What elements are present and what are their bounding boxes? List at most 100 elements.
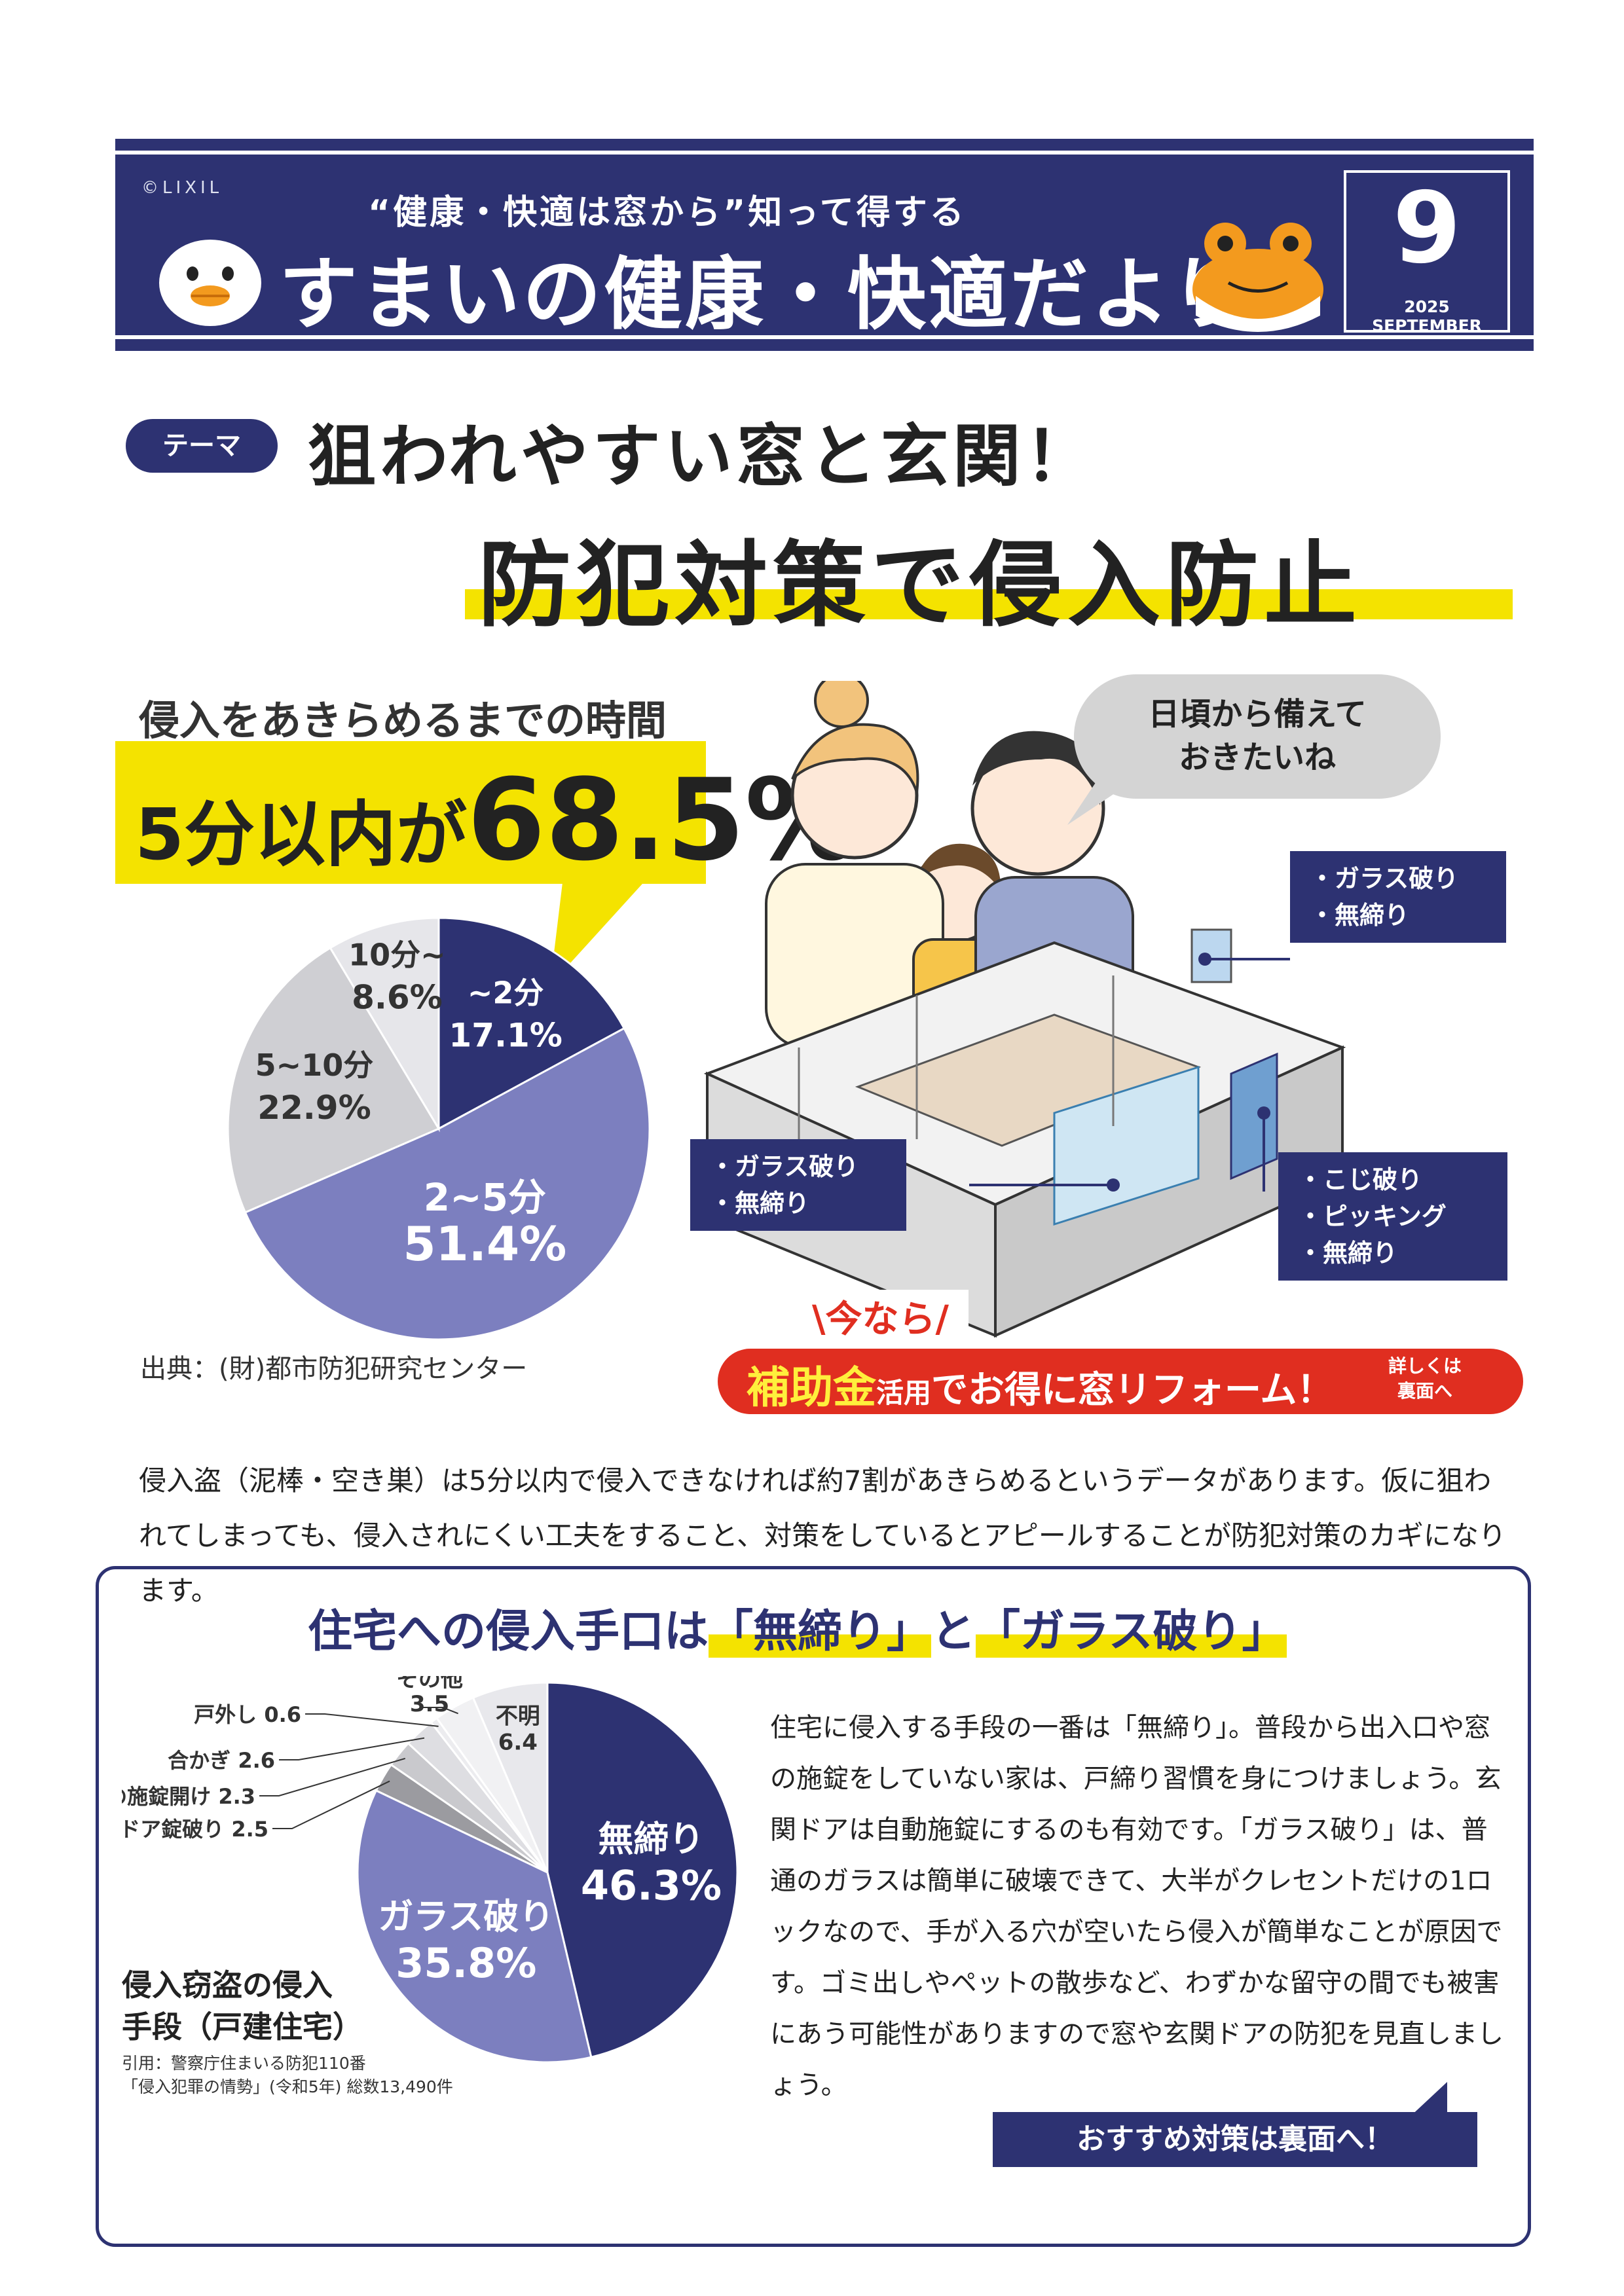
- pie-value-label: 3.5: [410, 1691, 449, 1717]
- pie-value-label: 35.8%: [396, 1939, 536, 1987]
- pie-category-label: 2~5分: [424, 1175, 546, 1220]
- time-chart-heading: 侵入をあきらめるまでの時間: [139, 697, 667, 744]
- subsidy-rest: でお得に窓リフォーム！: [931, 1369, 1334, 1412]
- pie-value-label: 6.4: [498, 1729, 538, 1755]
- header-subtitle: “健康・快適は窓から”知って得する: [368, 193, 967, 232]
- theme-line-2: 防犯対策で侵入防止: [478, 532, 1362, 640]
- callout-item: ・無締り: [710, 1189, 810, 1218]
- pie-leader-line: [272, 1780, 390, 1829]
- header-title: すまいの健康・快適だより: [279, 249, 1252, 340]
- pie-value-label: 51.4%: [403, 1216, 566, 1271]
- subsidy-detail-note: 詳しくは 裏面へ: [1388, 1354, 1462, 1404]
- next-page-banner: おすすめ対策は裏面へ！: [993, 2112, 1477, 2167]
- pie-slice-1: [356, 1789, 593, 2064]
- callout-window-left: ・ガラス破り ・無締り: [690, 1139, 906, 1231]
- pie-category-label: 戸外し: [194, 1702, 264, 1727]
- methods-panel: [96, 1566, 1531, 2247]
- pie-outside-label: 戸外し 0.6: [194, 1702, 301, 1727]
- subsidy-banner: [718, 1349, 1523, 1414]
- speech-text: 日頃から備えて おきたいね: [1074, 693, 1441, 779]
- methods-title: 住宅への侵入手口は「無締り」と「ガラス破り」: [308, 1595, 1287, 1660]
- methods-title-mid: と: [931, 1606, 976, 1658]
- brand-mark: ©LIXIL: [141, 178, 223, 198]
- methods-title-pre: 住宅への侵入手口は: [308, 1606, 709, 1658]
- callout-prefix: 5分以内が: [135, 794, 468, 876]
- header-bottom-rule: [115, 335, 1534, 339]
- pie-category-label: 10分~: [348, 937, 446, 972]
- subsidy-bold: 補助金: [747, 1362, 876, 1413]
- subsidy-small-2: 裏面へ: [1397, 1380, 1453, 1402]
- pie-slice-0: [437, 917, 626, 1131]
- methods-chart-title: 侵入窃盗の侵入 手段（戸建住宅）: [122, 1964, 363, 2048]
- pie-category-label: ~2分: [468, 975, 544, 1010]
- methods-chart-source: 引用：警察庁住まいる防犯110番 「侵入犯罪の情勢」(令和5年) 総数13,49…: [122, 2052, 453, 2099]
- speech-bubble-tail: [1067, 766, 1146, 825]
- callout-item: ・ガラス破り: [710, 1152, 859, 1181]
- intro-paragraph: 侵入盗（泥棒・空き巣）は5分以内で侵入できなければ約7割があきらめるというデータ…: [139, 1465, 1506, 1607]
- pie-category-label: 5~10分: [255, 1048, 374, 1083]
- pie-leader-line: [259, 1757, 406, 1796]
- methods-title-a: 「無締り」: [709, 1606, 932, 1658]
- pie-value-label: 8.6%: [352, 978, 443, 1016]
- theme-line-1: 狙われやすい窓と玄関！: [308, 416, 1097, 496]
- pie-outside-label: その他の施錠開け 2.3: [122, 1784, 255, 1809]
- pie-value-label: 0.6: [264, 1702, 301, 1727]
- pie-slice-7: [471, 1681, 549, 1873]
- callout-item: ・無締り: [1298, 1239, 1398, 1267]
- issue-date: 2025 SEPTEMBER: [1372, 297, 1482, 335]
- pie-slice-1: [244, 1027, 651, 1341]
- methods-source-2: 「侵入犯罪の情勢」(令和5年) 総数13,490件: [122, 2077, 453, 2096]
- header-banner: ©LIXIL “健康・快適は窓から”知って得する すまいの健康・快適だより 9 …: [115, 139, 1534, 351]
- pie-leader-line: [305, 1713, 439, 1727]
- pie-category-label: その他の施錠開け: [122, 1784, 218, 1809]
- methods-chart-title-1: 侵入窃盗の侵入: [122, 1967, 333, 2003]
- callout-item: ・無締り: [1310, 901, 1410, 930]
- pie-leader-line: [279, 1737, 425, 1760]
- methods-source-1: 引用：警察庁住まいる防犯110番: [122, 2054, 366, 2073]
- theme-badge: テーマ: [126, 419, 278, 473]
- subsidy-middle: 活用: [876, 1377, 932, 1409]
- subsidy-small-1: 詳しくは: [1388, 1355, 1462, 1377]
- frog-mascot-icon: [1192, 223, 1323, 332]
- pie-slice-2: [227, 946, 441, 1214]
- pie-value-label: 2.5: [231, 1817, 268, 1842]
- callout-pointer: [550, 877, 648, 985]
- pie-category-label: ドア錠破り: [122, 1817, 231, 1842]
- pie-value-label: 17.1%: [449, 1016, 562, 1054]
- pie-value-label: 22.9%: [257, 1089, 371, 1127]
- pie-outside-label: ドア錠破り 2.5: [122, 1817, 268, 1842]
- pie-slice-0: [546, 1681, 739, 2059]
- subsidy-banner-text: 補助金活用でお得に窓リフォーム！: [747, 1353, 1333, 1415]
- header-top-rule: [115, 151, 1534, 155]
- pie-category-label: 不明: [496, 1703, 540, 1729]
- callout-window-top: ・ガラス破り ・無締り: [1290, 851, 1506, 943]
- pie-category-label: 無締り: [598, 1819, 704, 1860]
- pie-value-label: 46.3%: [581, 1862, 722, 1910]
- methods-paragraph: 住宅に侵入する手段の一番は「無締り」。普段から出入口や窓の施錠をしていない家は、…: [770, 1713, 1504, 2100]
- pie-leader-line: [423, 1707, 458, 1715]
- pie-category-label: 合かぎ: [168, 1748, 238, 1773]
- callout-door: ・こじ破り ・ピッキング ・無締り: [1278, 1152, 1507, 1281]
- speech-line-2: おきたいね: [1178, 739, 1336, 776]
- speech-line-1: 日頃から備えて: [1148, 696, 1367, 733]
- pie-category-label: その他: [396, 1676, 463, 1692]
- methods-chart-title-2: 手段（戸建住宅）: [122, 2009, 363, 2045]
- methods-title-b: 「ガラス破り」: [976, 1606, 1287, 1658]
- theme-highlight: [465, 589, 1513, 619]
- time-callout-box: [115, 741, 706, 884]
- callout-item: ・ピッキング: [1298, 1202, 1447, 1231]
- pie-category-label: ガラス破り: [378, 1896, 554, 1937]
- callout-item: ・こじ破り: [1298, 1165, 1423, 1194]
- pie-outside-label: 合かぎ 2.6: [168, 1748, 275, 1773]
- issue-month-box: 9 2025 SEPTEMBER: [1344, 170, 1510, 335]
- subsidy-banner-top: \今なら/: [792, 1290, 969, 1343]
- pie-slice-3: [329, 917, 440, 1133]
- pie-value-label: 2.6: [238, 1748, 275, 1773]
- pie-value-label: 2.3: [218, 1784, 255, 1809]
- bird-mascot-icon: [159, 240, 261, 326]
- issue-month: 9: [1392, 172, 1462, 285]
- callout-item: ・ガラス破り: [1310, 864, 1459, 893]
- time-chart-source: 出典：(財)都市防犯研究センター: [140, 1354, 528, 1384]
